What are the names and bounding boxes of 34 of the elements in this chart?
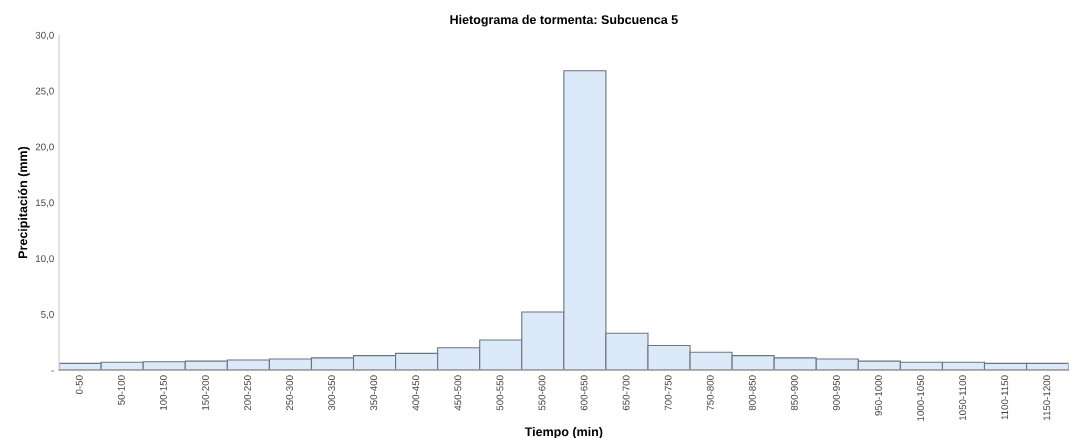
x-tick-label: 650-700 — [622, 375, 630, 411]
x-tick-label: 1150-1200 — [1043, 375, 1051, 420]
x-tick-label: 200-250 — [244, 375, 251, 411]
x-tick-label: 1100-1150 — [1001, 375, 1009, 420]
x-tick-label: 350-400 — [370, 375, 378, 411]
y-axis-title: Precipitación (mm) — [17, 146, 30, 258]
y-tick-label: 30,0 — [35, 31, 54, 40]
chart-title: Hietograma de tormenta: Subcuenca 5 — [450, 14, 678, 27]
x-tick-label: 900-950 — [833, 375, 840, 411]
x-tick-label: 1050-1100 — [959, 375, 967, 420]
x-tick-label: 150-200 — [202, 375, 209, 410]
x-tick-label: 700-750 — [664, 375, 672, 411]
x-tick-label: 100-150 — [159, 375, 167, 410]
y-tick-label: 15,0 — [36, 199, 54, 208]
y-tick-label: 10,0 — [36, 255, 54, 264]
y-tick-label: - — [51, 370, 54, 372]
x-axis-title: Tiempo (min) — [524, 427, 603, 438]
y-tick-label: 20,0 — [35, 143, 54, 152]
x-tick-label: 400-450 — [412, 375, 420, 411]
x-tick-label: 450-500 — [454, 375, 462, 411]
x-tick-label: 850-900 — [790, 375, 798, 411]
x-tick-label: 0-50 — [75, 375, 83, 395]
x-tick-label: 250-300 — [286, 375, 294, 411]
x-tick-label: 300-350 — [328, 375, 336, 411]
x-tick-label: 1000-1050 — [917, 375, 925, 421]
x-tick-label: 800-850 — [748, 375, 756, 411]
x-tick-label: 750-800 — [706, 375, 714, 411]
y-tick-label: 5,0 — [41, 311, 54, 320]
y-tick-label: 25,0 — [35, 87, 54, 96]
x-tick-label: 550-600 — [538, 375, 546, 411]
x-tick-label: 500-550 — [496, 375, 504, 411]
x-tick-label: 600-650 — [580, 375, 588, 411]
x-tick-label: 950-1000 — [875, 375, 882, 416]
x-tick-label: 50-100 — [117, 375, 125, 405]
